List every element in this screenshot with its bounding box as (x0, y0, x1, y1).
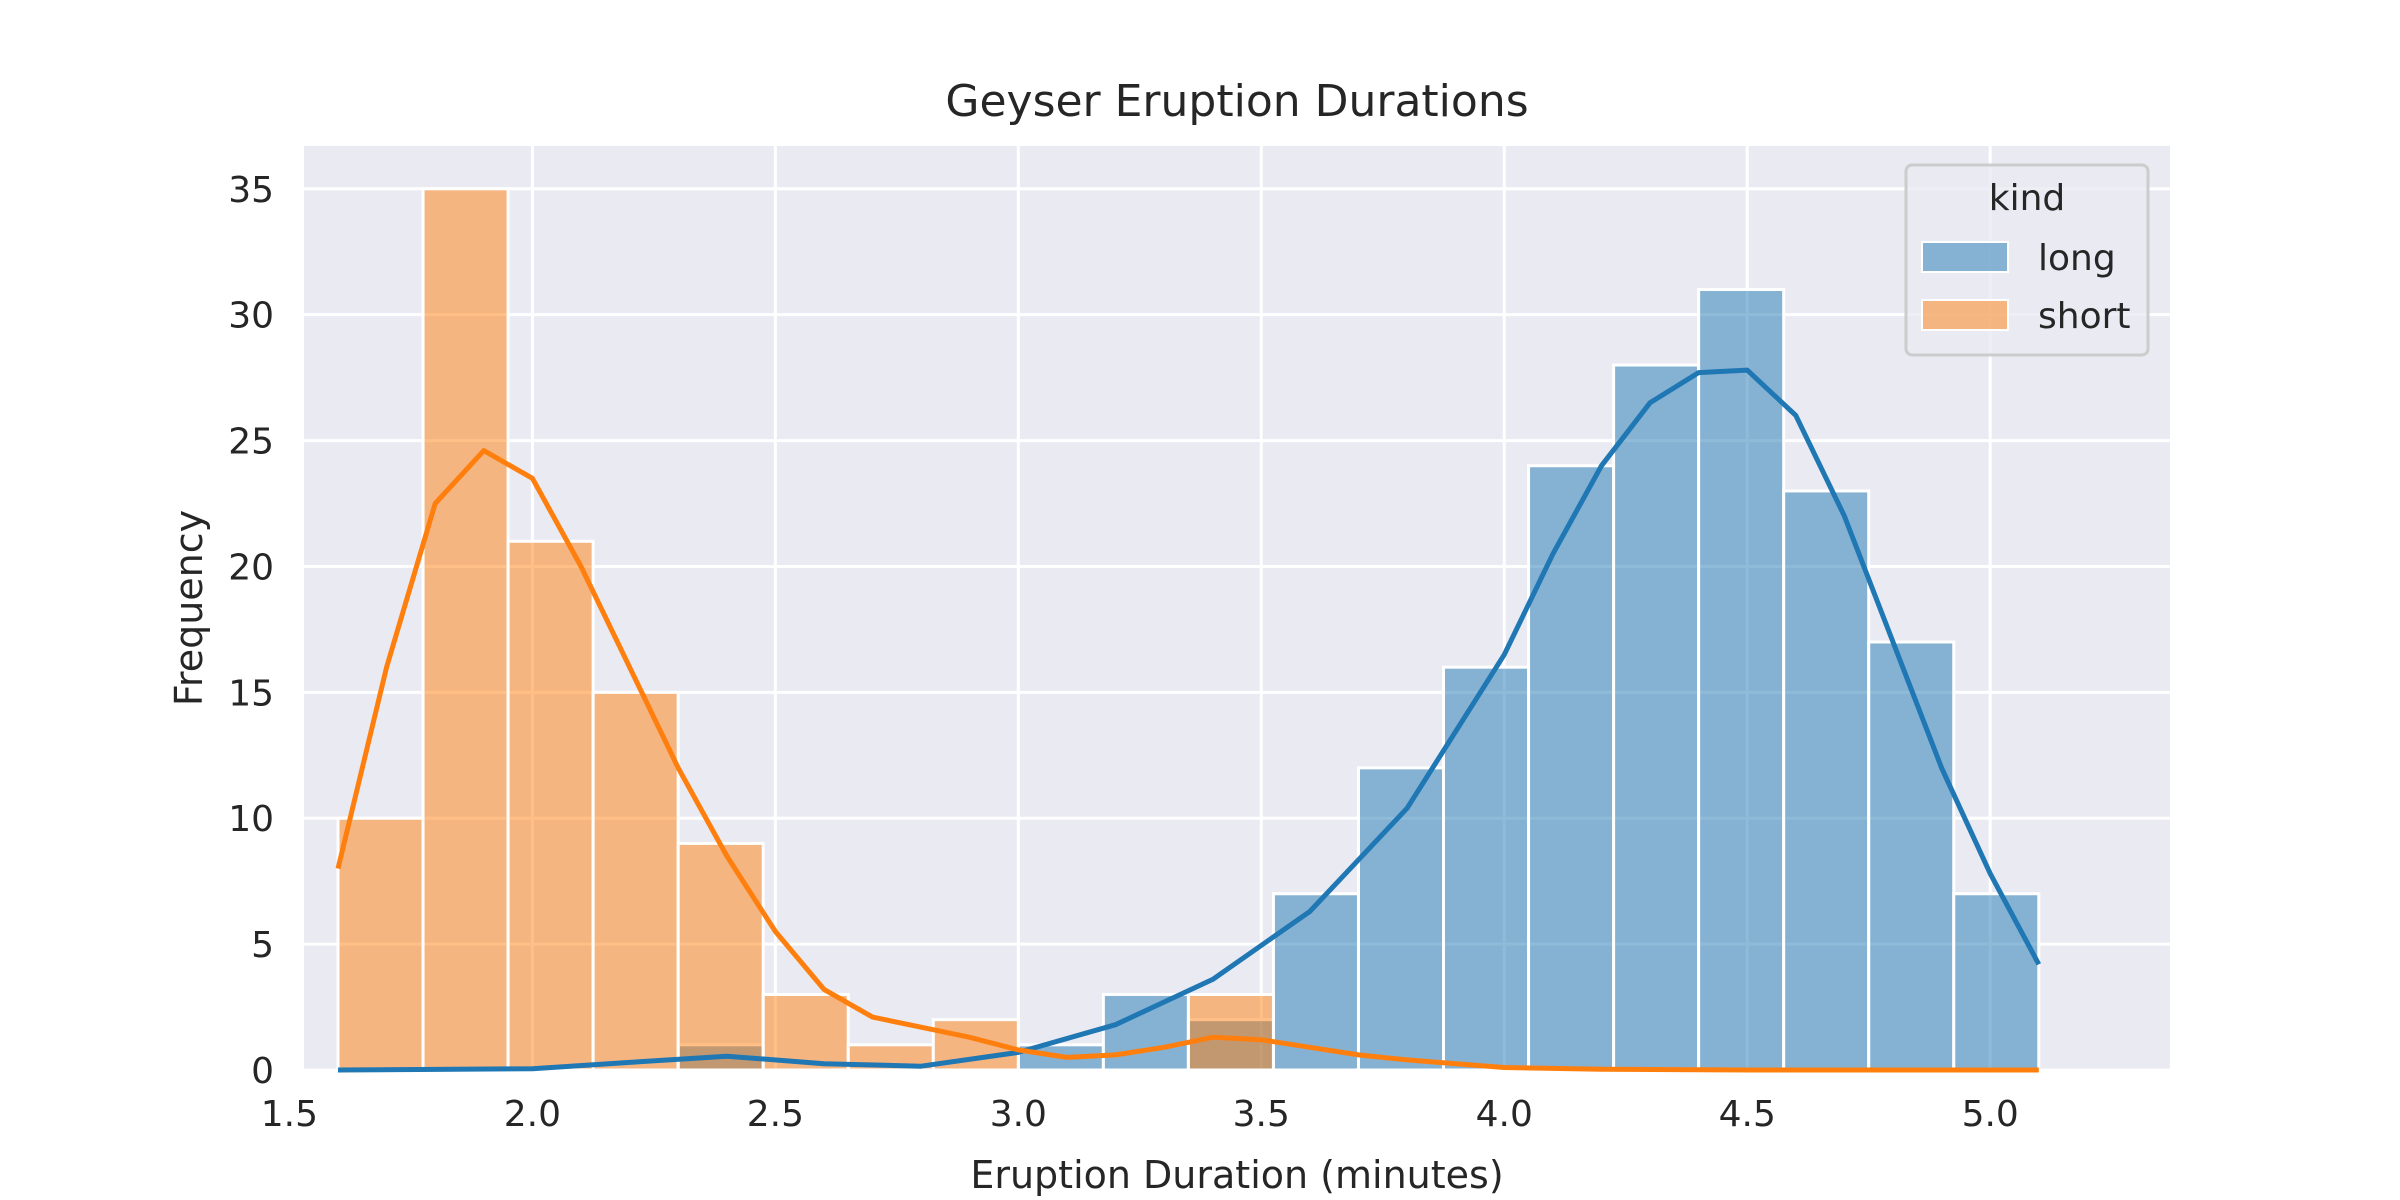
bar-short-4 (676, 841, 765, 1072)
x-tick-label-6: 4.5 (1719, 1094, 1776, 1135)
x-tick-label-1: 2.0 (504, 1094, 561, 1135)
bar-long-18 (1867, 640, 1956, 1072)
bar-short-2 (506, 539, 595, 1072)
x-tick-label-4: 3.5 (1233, 1094, 1290, 1135)
legend: kind long short (1904, 163, 2150, 357)
histogram-bars (336, 187, 2041, 1072)
y-tick-label-4: 20 (228, 547, 274, 588)
kde-line-short (335, 448, 2039, 1073)
kde-line-long (337, 367, 2042, 1073)
bar-short-0 (336, 816, 425, 1072)
y-tick-label-3: 15 (228, 673, 274, 714)
legend-label-short: short (2038, 296, 2131, 337)
bar-short-3 (591, 690, 680, 1072)
x-tick-label-7: 5.0 (1962, 1094, 2019, 1135)
y-axis-label: Frequency (167, 510, 211, 706)
y-tick-label-0: 0 (251, 1051, 274, 1092)
y-tick-label-5: 25 (228, 422, 274, 463)
y-tick-label-1: 5 (251, 925, 274, 966)
bar-long-11 (1271, 892, 1360, 1072)
y-tick-label-2: 10 (228, 799, 274, 840)
x-tick-label-0: 1.5 (261, 1094, 318, 1135)
y-tick-label-6: 30 (228, 296, 274, 337)
bar-long-15 (1612, 363, 1701, 1072)
x-axis-label: Eruption Duration (minutes) (970, 1153, 1503, 1197)
y-axis-ticks: 0 5 10 15 20 25 30 35 (228, 170, 274, 1092)
bar-long-14 (1527, 464, 1616, 1072)
x-tick-label-3: 3.0 (990, 1094, 1047, 1135)
bar-long-17 (1782, 489, 1871, 1072)
legend-label-long: long (2038, 238, 2116, 279)
x-tick-label-5: 4.0 (1476, 1094, 1533, 1135)
bar-long-16 (1697, 288, 1786, 1072)
bar-long-9 (1101, 992, 1190, 1072)
bar-long-19 (1952, 892, 2041, 1072)
legend-swatch-short (1921, 299, 2009, 331)
chart-title: Geyser Eruption Durations (945, 76, 1528, 127)
kde-curves (335, 367, 2042, 1073)
legend-title: kind (1989, 178, 2066, 219)
x-tick-label-2: 2.5 (747, 1094, 804, 1135)
bar-short-1 (421, 187, 510, 1072)
bar-short-10 (1186, 992, 1275, 1072)
bar-short-5 (761, 992, 850, 1072)
bar-long-13 (1442, 665, 1531, 1072)
x-axis-ticks: 1.5 2.0 2.5 3.0 3.5 4.0 4.5 5.0 (261, 1094, 2019, 1135)
legend-swatch-long (1921, 241, 2009, 273)
y-tick-label-7: 35 (228, 170, 274, 211)
